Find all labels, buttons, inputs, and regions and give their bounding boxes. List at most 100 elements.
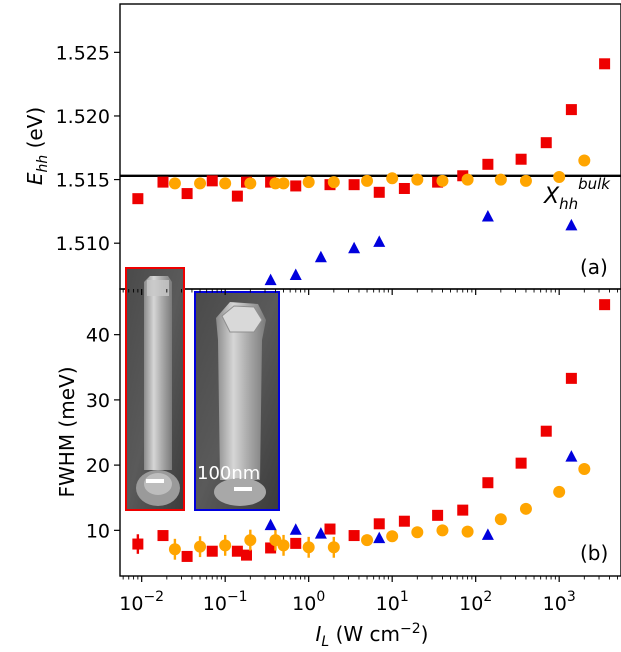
data-point-square <box>398 515 410 527</box>
x-tick-label: 10−1 <box>203 589 248 615</box>
data-point-square <box>290 537 302 549</box>
y-tick-label: 20 <box>86 455 110 477</box>
sem-inset: 100nm <box>125 267 280 511</box>
data-point-circle <box>519 174 532 187</box>
data-point-square <box>132 193 144 205</box>
data-point-square <box>373 518 385 530</box>
data-point-circle <box>277 539 290 552</box>
data-point-triangle <box>348 241 361 254</box>
data-point-triangle <box>481 528 494 540</box>
sem-image-left <box>125 267 185 511</box>
data-point-square <box>540 425 552 437</box>
data-point-circle <box>578 154 591 167</box>
data-point-circle <box>436 524 449 537</box>
data-point-square <box>540 137 552 149</box>
panel-b-ylabel: FWHM (meV) <box>55 366 79 497</box>
x-tick-label: 100 <box>292 589 325 615</box>
data-point-circle <box>194 540 207 553</box>
data-point-circle <box>553 171 566 184</box>
data-point-circle <box>194 177 207 190</box>
x-tick-label: 101 <box>376 589 409 615</box>
scale-bar-label: 100nm <box>197 463 260 484</box>
data-point-circle <box>461 173 474 186</box>
data-point-circle <box>327 541 340 554</box>
data-point-circle <box>361 174 374 187</box>
data-point-square <box>206 175 218 187</box>
data-point-circle <box>578 463 591 476</box>
panel-a-ylabel: Ehh (eV) <box>23 107 51 185</box>
scale-bar-left <box>146 479 164 483</box>
panel-b-label: (b) <box>580 541 608 565</box>
data-point-triangle <box>565 450 578 462</box>
data-point-square <box>348 530 360 542</box>
data-point-triangle <box>289 523 302 535</box>
data-point-circle <box>386 530 399 543</box>
data-point-circle <box>386 172 399 185</box>
data-point-circle <box>244 534 257 547</box>
data-point-square <box>324 523 336 535</box>
data-point-square <box>398 182 410 194</box>
data-point-square <box>157 176 169 188</box>
data-point-square <box>565 104 577 116</box>
data-point-square <box>565 372 577 384</box>
data-point-square <box>231 545 243 557</box>
x-tick-label: 10−2 <box>119 589 164 615</box>
x-axis-label: IL (W cm−2) <box>316 621 429 650</box>
data-point-square <box>599 299 611 311</box>
data-point-circle <box>411 526 424 539</box>
data-point-triangle <box>264 518 277 531</box>
panel-a-data <box>120 58 621 286</box>
data-point-triangle <box>565 218 578 231</box>
data-point-circle <box>494 513 507 526</box>
data-point-circle <box>553 485 566 498</box>
panel-b-data <box>132 299 611 562</box>
data-point-square <box>432 509 444 521</box>
x-tick-label: 103 <box>543 589 576 615</box>
y-tick-label: 40 <box>86 325 110 347</box>
data-point-square <box>181 550 193 562</box>
y-tick-label: 1.515 <box>56 170 110 192</box>
sem-left-frame <box>125 267 185 511</box>
data-point-square <box>240 549 252 561</box>
panel-a-axes: 1.510 1.515 1.520 1.525 <box>56 42 618 295</box>
data-point-circle <box>277 177 290 190</box>
data-point-circle <box>168 543 181 556</box>
data-point-triangle <box>314 527 327 539</box>
data-point-square <box>482 477 494 489</box>
data-point-square <box>290 180 302 192</box>
y-tick-label: 1.510 <box>56 233 110 255</box>
panel-b-frame <box>119 288 621 577</box>
data-point-square <box>515 457 527 469</box>
data-point-square <box>373 186 385 198</box>
scale-bar-right <box>234 487 252 491</box>
y-tick-label: 1.520 <box>56 106 110 128</box>
data-point-circle <box>436 174 449 187</box>
data-point-square <box>482 158 494 170</box>
data-point-square <box>265 542 277 554</box>
data-point-square <box>599 58 611 70</box>
data-point-square <box>157 530 169 542</box>
data-point-circle <box>219 539 232 552</box>
data-point-square <box>132 538 144 550</box>
data-point-circle <box>411 173 424 186</box>
data-point-circle <box>494 173 507 186</box>
data-point-square <box>457 170 469 182</box>
data-point-circle <box>461 525 474 538</box>
y-tick-label: 10 <box>86 520 110 542</box>
sem-right-frame <box>194 291 280 511</box>
data-point-triangle <box>373 235 386 247</box>
data-point-triangle <box>373 531 386 544</box>
data-point-triangle <box>481 209 494 222</box>
data-point-square <box>515 153 527 165</box>
panel-a-label: (a) <box>580 255 608 279</box>
data-point-triangle <box>264 273 277 286</box>
data-point-square <box>348 179 360 191</box>
data-point-square <box>457 504 469 516</box>
data-point-square <box>231 190 243 202</box>
y-tick-label: 30 <box>86 390 110 412</box>
data-point-circle <box>327 176 340 189</box>
data-point-circle <box>168 177 181 190</box>
data-point-square <box>206 545 218 557</box>
x-tick-label: 102 <box>459 589 492 615</box>
